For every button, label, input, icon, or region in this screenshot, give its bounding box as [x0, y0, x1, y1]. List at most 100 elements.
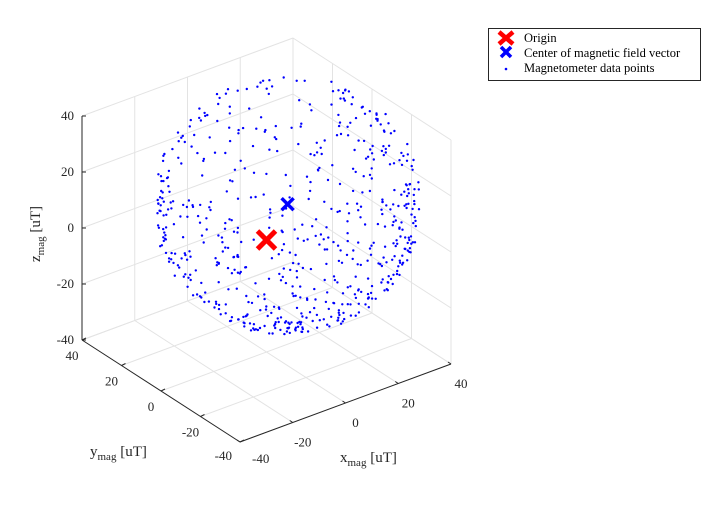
data-point	[341, 292, 345, 295]
data-point	[159, 175, 163, 178]
data-point	[371, 144, 374, 148]
data-point	[284, 173, 287, 177]
data-point	[360, 290, 363, 294]
data-point	[204, 114, 207, 118]
data-point	[208, 206, 211, 209]
legend-origin-label: Origin	[524, 31, 557, 45]
data-point	[368, 247, 372, 250]
data-point	[246, 313, 249, 316]
legend-box	[488, 28, 701, 81]
data-point	[193, 133, 196, 137]
data-point	[281, 275, 284, 279]
data-point	[370, 297, 374, 300]
data-point	[261, 79, 265, 83]
data-point	[184, 273, 187, 276]
z-tick-label: -20	[57, 276, 74, 291]
data-point	[382, 256, 385, 259]
data-point	[303, 79, 306, 83]
data-point	[407, 236, 410, 239]
data-point	[335, 134, 339, 137]
data-point	[412, 158, 415, 162]
data-point	[225, 190, 228, 193]
data-point	[213, 151, 217, 154]
data-point	[342, 97, 345, 100]
data-point	[347, 212, 351, 215]
data-point	[269, 211, 272, 214]
data-point	[383, 225, 387, 228]
data-point	[266, 314, 269, 318]
data-point	[323, 248, 326, 251]
data-point	[380, 149, 384, 153]
data-point	[308, 311, 312, 314]
data-point	[359, 216, 362, 219]
data-point	[287, 326, 291, 329]
data-point	[351, 189, 355, 193]
data-point	[368, 110, 371, 113]
data-point	[393, 215, 396, 218]
z-tick-label: -40	[57, 332, 74, 347]
data-point	[336, 319, 340, 322]
data-point	[202, 159, 205, 163]
data-point	[332, 301, 335, 305]
data-point	[398, 159, 401, 162]
data-point	[346, 125, 349, 128]
data-point	[224, 303, 227, 306]
data-point	[369, 253, 373, 256]
data-point	[162, 214, 165, 217]
data-point	[167, 260, 171, 263]
data-point	[255, 127, 258, 130]
center-marker	[280, 196, 295, 212]
data-point	[313, 306, 316, 310]
data-point	[248, 107, 251, 110]
grid-lines	[81, 37, 452, 443]
data-point	[301, 266, 305, 270]
data-point	[309, 180, 312, 184]
data-point	[171, 147, 174, 151]
data-point	[322, 318, 325, 321]
data-point	[281, 214, 284, 217]
data-point	[186, 285, 189, 288]
data-point	[268, 226, 271, 229]
data-point	[315, 326, 319, 329]
data-point	[407, 202, 410, 205]
data-point	[355, 202, 359, 205]
data-point	[263, 293, 266, 296]
data-point	[230, 272, 234, 275]
data-point	[305, 175, 309, 178]
data-point	[290, 321, 293, 324]
data-point	[381, 200, 384, 203]
data-point	[244, 266, 248, 269]
data-point	[236, 89, 239, 92]
data-point	[167, 185, 170, 188]
data-point	[306, 330, 310, 333]
data-point	[392, 220, 395, 224]
data-point	[180, 257, 183, 260]
data-point	[215, 264, 218, 267]
data-point	[405, 206, 408, 210]
data-point	[232, 230, 236, 233]
data-point	[409, 235, 413, 238]
data-point	[297, 142, 300, 146]
data-point	[169, 201, 172, 204]
data-point	[252, 327, 255, 330]
grid-line	[160, 312, 373, 392]
data-point	[296, 237, 299, 240]
data-point	[326, 323, 329, 326]
data-point	[288, 331, 291, 335]
data-point	[346, 232, 349, 235]
data-point	[341, 320, 344, 323]
data-point	[398, 227, 401, 230]
data-point	[318, 166, 321, 170]
data-point	[327, 307, 330, 311]
data-point	[287, 321, 290, 324]
data-point	[199, 203, 202, 207]
data-point	[186, 215, 189, 218]
data-point	[406, 259, 409, 262]
data-point	[249, 329, 253, 332]
data-point	[381, 198, 384, 201]
data-point	[189, 278, 192, 282]
data-point	[376, 222, 380, 226]
data-point	[216, 119, 219, 123]
data-point	[391, 282, 394, 286]
data-point	[311, 319, 314, 323]
